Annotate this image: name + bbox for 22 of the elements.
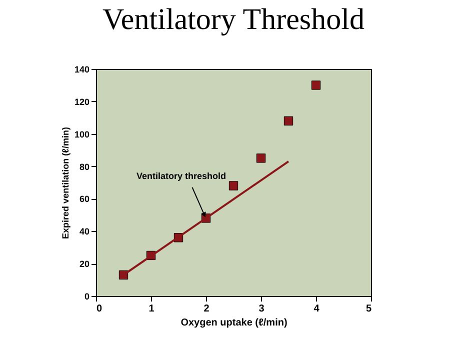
x-tick-label: 4: [314, 304, 320, 314]
y-tick-label: 0: [84, 292, 90, 302]
point: [311, 80, 321, 90]
x-axis-title: Oxygen uptake (ℓ/min): [180, 318, 288, 328]
annotation: Ventilatory threshold: [136, 171, 226, 182]
point: [284, 116, 294, 126]
x-tick-label: 1: [148, 304, 155, 314]
y-tick-label: 140: [74, 64, 90, 74]
y-tick-label: 60: [79, 194, 90, 204]
x-tick-label: 0: [96, 304, 102, 314]
point: [228, 181, 238, 190]
y-tick-label: 80: [79, 162, 90, 172]
y-axis-title: Expired ventilation (ℓ/min): [60, 127, 70, 239]
y-tick-label: 40: [79, 226, 90, 237]
x-tick-label: 2: [204, 304, 210, 314]
chart-title: Ventilatory Threshold: [102, 3, 364, 36]
x-tick-label: 5: [366, 304, 372, 314]
point: [256, 154, 266, 163]
y-tick-label: 20: [79, 259, 90, 270]
y-tick-label: 120: [74, 96, 90, 107]
x-tick-label: 3: [258, 304, 265, 314]
y-tick-label: 100: [74, 129, 90, 140]
